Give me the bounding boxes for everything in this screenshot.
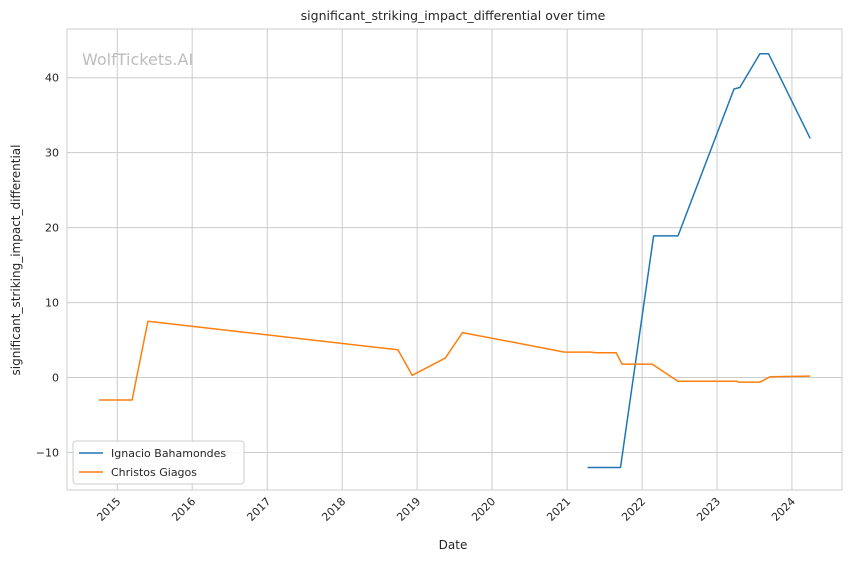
- y-tick-label: 40: [45, 72, 59, 85]
- series-layer: [99, 52, 811, 469]
- x-axis-ticks: 2015 2016 2017 2018 2019 2020 2021 2022 2023 2024: [94, 495, 798, 524]
- y-tick-label: −10: [36, 447, 59, 460]
- y-axis-ticks: −10 0 10 20 30 40: [36, 72, 59, 460]
- y-axis-title: significant_striking_impact_differential: [9, 145, 23, 376]
- legend-label-ignacio-bahamondes: Ignacio Bahamondes: [111, 447, 226, 460]
- plot-area-frame: [66, 28, 843, 491]
- y-tick-label: 0: [52, 372, 59, 385]
- y-tick-label: 30: [45, 147, 59, 160]
- grid-lines: [67, 29, 842, 490]
- series-line-christos-giagos: [99, 320, 811, 401]
- legend-label-christos-giagos: Christos Giagos: [111, 466, 197, 479]
- legend: Ignacio Bahamondes Christos Giagos: [72, 440, 245, 485]
- y-tick-label: 10: [45, 297, 59, 310]
- series-line-ignacio-bahamondes: [587, 52, 811, 469]
- chart-title: significant_striking_impact_differential…: [301, 8, 606, 23]
- x-axis-title: Date: [439, 538, 468, 552]
- watermark: WolfTickets.AI: [82, 50, 193, 69]
- legend-box: [72, 440, 245, 485]
- y-tick-label: 20: [45, 222, 59, 235]
